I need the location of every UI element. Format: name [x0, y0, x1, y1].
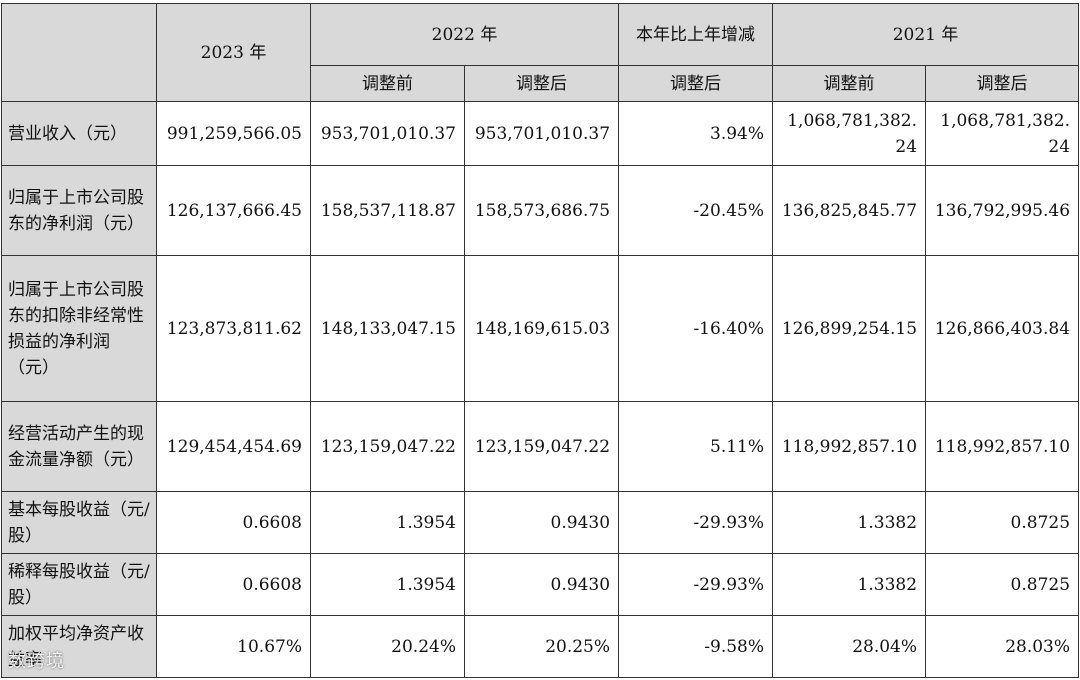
header-change-after: 调整后 — [618, 65, 774, 102]
cell-change: -29.93% — [618, 553, 774, 616]
cell-v2021-before: 118,992,857.10 — [772, 401, 927, 492]
table-row: 加权平均净资产收益率 10.67% 20.24% 20.25% -9.58% 28.04%… — [1, 615, 1080, 678]
cell-v2022-after: 0.9430 — [463, 553, 620, 616]
cell-v2021-before: 1.3382 — [772, 553, 927, 616]
cell-change: -16.40% — [618, 255, 774, 402]
table-row: 归属于上市公司股东的扣除非经常性损益的净利润（元） 123,873,811.62 1… — [1, 255, 1080, 402]
cell-v2022-after: 953,701,010.37 — [463, 101, 620, 166]
cell-v2022-before: 123,159,047.22 — [310, 401, 465, 492]
header-2021: 2021 年 — [772, 3, 1080, 66]
row-label: 经营活动产生的现金流量净额（元） — [1, 401, 157, 492]
cell-v2023: 0.6608 — [156, 553, 311, 616]
cell-change: -9.58% — [618, 615, 774, 678]
cell-change: 3.94% — [618, 101, 774, 166]
cell-v2023: 126,137,666.45 — [156, 165, 311, 256]
row-label: 营业收入（元） — [1, 101, 157, 166]
row-label: 基本每股收益（元/股） — [1, 491, 157, 554]
cell-v2022-after: 20.25% — [463, 615, 620, 678]
header-2021-before: 调整前 — [772, 65, 927, 102]
cell-v2022-before: 20.24% — [310, 615, 465, 678]
cell-v2022-after: 158,573,686.75 — [463, 165, 620, 256]
cell-v2021-after: 136,792,995.46 — [925, 165, 1080, 256]
cell-v2023: 123,873,811.62 — [156, 255, 311, 402]
cell-v2021-after: 28.03% — [925, 615, 1080, 678]
header-blank — [1, 3, 157, 102]
cell-v2022-before: 158,537,118.87 — [310, 165, 465, 256]
financial-table: 2023 年 2022 年 本年比上年增减 2021 年 调整前 调整后 调整后… — [1, 3, 1080, 678]
cell-v2021-before: 136,825,845.77 — [772, 165, 927, 256]
cell-v2023: 991,259,566.05 — [156, 101, 311, 166]
table-row: 归属于上市公司股东的净利润（元） 126,137,666.45 158,537,11… — [1, 165, 1080, 256]
cell-v2022-after: 123,159,047.22 — [463, 401, 620, 492]
header-2022-before: 调整前 — [310, 65, 465, 102]
table-row: 基本每股收益（元/股） 0.6608 1.3954 0.9430 -29.93% 1.33… — [1, 491, 1080, 554]
table-row: 营业收入（元） 991,259,566.05 953,701,010.37 953,7… — [1, 101, 1080, 166]
cell-v2023: 129,454,454.69 — [156, 401, 311, 492]
cell-v2023: 0.6608 — [156, 491, 311, 554]
row-label: 加权平均净资产收益率 — [1, 615, 157, 678]
cell-change: -20.45% — [618, 165, 774, 256]
row-label: 稀释每股收益（元/股） — [1, 553, 157, 616]
row-label: 归属于上市公司股东的扣除非经常性损益的净利润（元） — [1, 255, 157, 402]
header-change: 本年比上年增减 — [618, 3, 774, 66]
row-label: 归属于上市公司股东的净利润（元） — [1, 165, 157, 256]
cell-v2022-before: 953,701,010.37 — [310, 101, 465, 166]
cell-v2021-before: 1,068,781,382.24 — [772, 101, 927, 166]
cell-v2022-after: 0.9430 — [463, 491, 620, 554]
cell-v2021-before: 1.3382 — [772, 491, 927, 554]
cell-v2022-before: 1.3954 — [310, 491, 465, 554]
header-2022: 2022 年 — [309, 3, 620, 66]
table-row: 稀释每股收益（元/股） 0.6608 1.3954 0.9430 -29.93% 1.33… — [1, 553, 1080, 616]
cell-v2022-before: 1.3954 — [310, 553, 465, 616]
cell-v2022-before: 148,133,047.15 — [310, 255, 465, 402]
cell-v2021-after: 1,068,781,382.24 — [925, 101, 1080, 166]
cell-change: -29.93% — [618, 491, 774, 554]
cell-v2021-before: 126,899,254.15 — [772, 255, 927, 402]
cell-v2023: 10.67% — [156, 615, 311, 678]
header-2023: 2023 年 — [156, 3, 311, 102]
cell-v2021-after: 126,866,403.84 — [925, 255, 1080, 402]
cell-change: 5.11% — [618, 401, 774, 492]
cell-v2021-after: 0.8725 — [925, 491, 1080, 554]
header-2021-after: 调整后 — [925, 65, 1080, 102]
header-2022-after: 调整后 — [463, 65, 620, 102]
cell-v2021-before: 28.04% — [772, 615, 927, 678]
cell-v2021-after: 118,992,857.10 — [925, 401, 1080, 492]
cell-v2022-after: 148,169,615.03 — [463, 255, 620, 402]
table-row: 经营活动产生的现金流量净额（元） 129,454,454.69 123,159,04… — [1, 401, 1080, 492]
watermark: 数跨境 — [8, 651, 65, 672]
cell-v2021-after: 0.8725 — [925, 553, 1080, 616]
